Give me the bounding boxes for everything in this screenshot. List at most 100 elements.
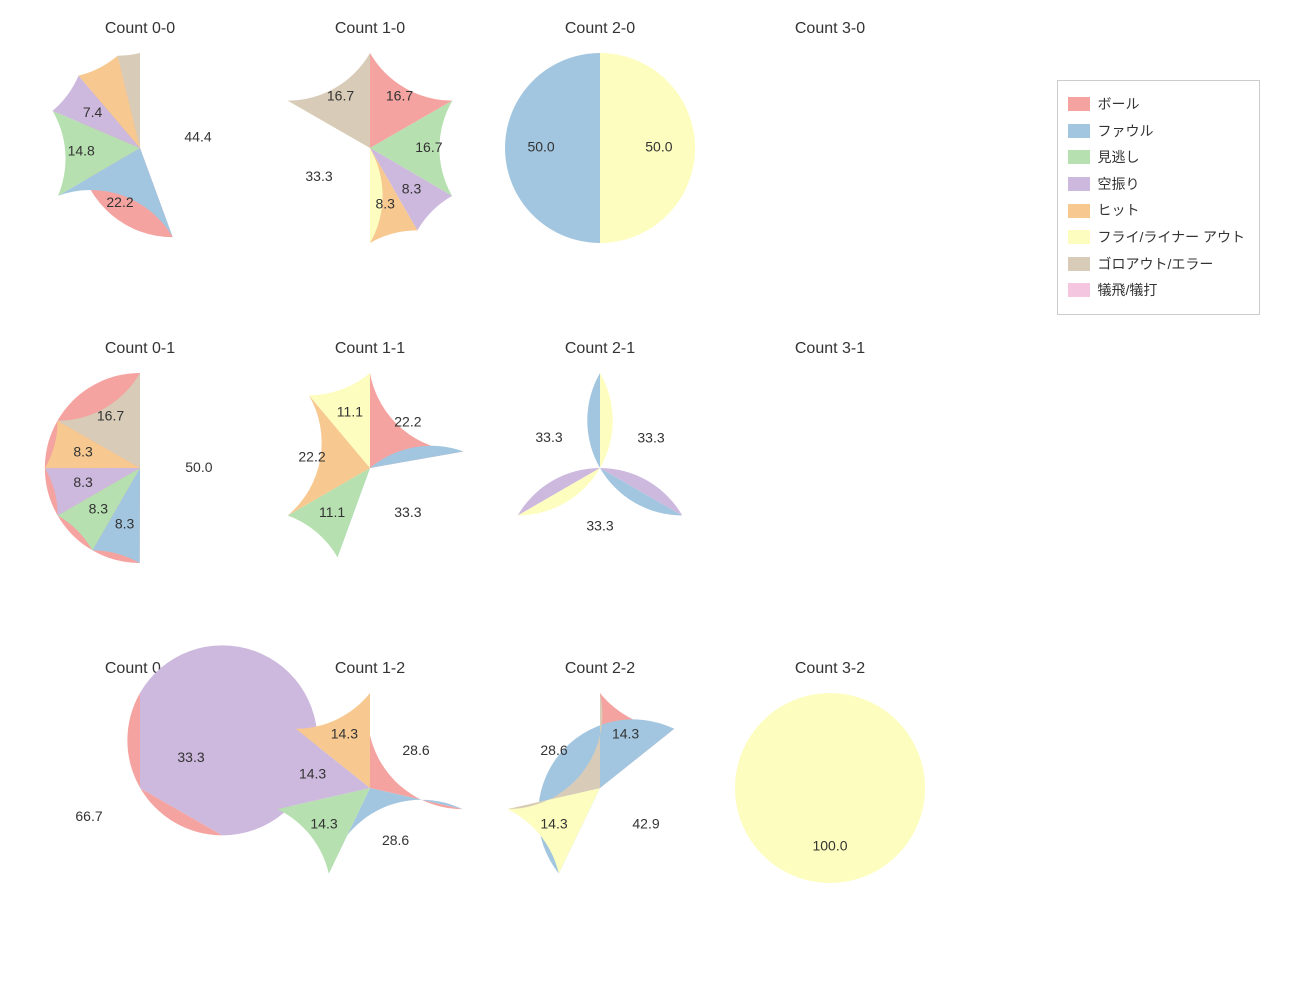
legend-label: フライ/ライナー アウト (1098, 224, 1246, 251)
legend: ボールファウル見逃し空振りヒットフライ/ライナー アウトゴロアウト/エラー犠飛/… (1057, 80, 1261, 315)
chart-title: Count 1-0 (335, 20, 405, 38)
legend-item: 空振り (1068, 171, 1246, 198)
legend-label: ファウル (1098, 118, 1154, 145)
slice-label: 33.3 (586, 518, 613, 534)
slice-label: 33.3 (535, 429, 562, 445)
slice-label: 33.3 (394, 504, 421, 520)
chart-title: Count 1-2 (335, 660, 405, 678)
legend-swatch (1068, 97, 1090, 111)
slice-label: 28.6 (402, 742, 429, 758)
slice-label: 50.0 (645, 139, 672, 155)
legend-label: ヒット (1098, 197, 1140, 224)
pie-cell: Count 0-1 50.0 8.3 8.3 8.3 8.3 16.7 (30, 340, 250, 640)
legend-item: ヒット (1068, 197, 1246, 224)
chart-title: Count 2-1 (565, 340, 635, 358)
slice-label: 22.2 (106, 194, 133, 210)
slice-label: 100.0 (812, 838, 847, 854)
pie-chart: 28.6 28.6 14.3 14.3 14.3 (270, 688, 470, 888)
legend-label: 見逃し (1098, 144, 1140, 171)
legend-item: 犠飛/犠打 (1068, 277, 1246, 304)
legend-label: 犠飛/犠打 (1098, 277, 1158, 304)
slice-label: 8.3 (73, 474, 93, 490)
pie-chart: 22.2 33.3 11.1 22.2 11.1 (270, 368, 470, 568)
chart-title: Count 1-1 (335, 340, 405, 358)
slice-label: 16.7 (327, 88, 354, 104)
chart-title: Count 3-1 (795, 340, 865, 358)
legend-item: ファウル (1068, 118, 1246, 145)
slice-label: 42.9 (632, 815, 659, 831)
pie-slice (735, 693, 925, 883)
slice-label: 22.2 (394, 414, 421, 430)
chart-title: Count 2-0 (565, 20, 635, 38)
pie-cell: Count 3-2 100.0 (720, 660, 940, 960)
slice-label: 14.3 (299, 766, 326, 782)
pie-chart: 33.3 66.7 (40, 688, 240, 888)
slice-label: 28.6 (382, 832, 409, 848)
legend-item: ゴロアウト/エラー (1068, 251, 1246, 278)
slice-label: 16.7 (415, 139, 442, 155)
pie-cell: Count 2-0 50.0 50.0 (490, 20, 710, 320)
slice-label: 11.1 (319, 504, 345, 520)
chart-title: Count 0-0 (105, 20, 175, 38)
legend-item: ボール (1068, 91, 1246, 118)
slice-label: 44.4 (184, 128, 211, 144)
slice-label: 7.4 (83, 104, 103, 120)
pie-cell: Count 3-0 (720, 20, 940, 320)
slice-label: 16.7 (386, 88, 413, 104)
legend-label: 空振り (1098, 171, 1140, 198)
chart-title: Count 2-2 (565, 660, 635, 678)
chart-canvas: Count 0-044.422.214.87.4Count 1-016.716.… (0, 0, 1300, 1000)
legend-swatch (1068, 204, 1090, 218)
slice-label: 8.3 (115, 516, 135, 532)
legend-swatch (1068, 257, 1090, 271)
slice-label: 8.3 (89, 500, 109, 516)
slice-label: 14.3 (612, 726, 639, 742)
pie-chart: 50.0 8.3 8.3 8.3 8.3 16.7 (40, 368, 240, 568)
slice-label: 8.3 (73, 444, 93, 460)
slice-label: 66.7 (75, 808, 102, 824)
slice-label: 33.3 (637, 429, 664, 445)
slice-label: 22.2 (298, 449, 325, 465)
slice-label: 50.0 (527, 139, 554, 155)
pie-chart (730, 368, 930, 568)
legend-item: 見逃し (1068, 144, 1246, 171)
pie-chart: 50.0 50.0 (500, 48, 700, 248)
slice-label: 14.3 (310, 815, 337, 831)
pie-cell: Count 3-1 (720, 340, 940, 640)
slice-label: 14.3 (540, 815, 567, 831)
slice-label: 33.3 (305, 168, 332, 184)
legend-swatch (1068, 283, 1090, 297)
chart-title: Count 0-1 (105, 340, 175, 358)
legend-label: ボール (1098, 91, 1140, 118)
slice-label: 28.6 (540, 742, 567, 758)
pie-chart: 44.4 22.2 14.8 7.4 (40, 48, 240, 248)
slice-label: 33.3 (177, 749, 204, 765)
pie-cell: Count 1-1 22.2 33.3 11.1 22.2 11.1 (260, 340, 480, 640)
slice-label: 11.1 (337, 403, 363, 419)
legend-swatch (1068, 150, 1090, 164)
pie-chart: 16.7 16.7 8.3 8.3 33.3 16.7 (270, 48, 470, 248)
pie-chart: 14.3 42.9 14.3 28.6 (500, 688, 700, 888)
slice-label: 14.3 (331, 726, 358, 742)
legend-swatch (1068, 124, 1090, 138)
pie-cell: Count 2-2 14.3 42.9 14.3 28.6 (490, 660, 710, 960)
slice-label: 8.3 (375, 196, 395, 212)
pie-cell: Count 0-0 44.4 22.2 14.8 7.4 (30, 20, 250, 320)
pie-cell: Count 0-233.366.7 (30, 660, 250, 960)
chart-title: Count 3-0 (795, 20, 865, 38)
pie-chart (730, 48, 930, 248)
chart-title: Count 3-2 (795, 660, 865, 678)
pie-cell: Count 2-1 33.3 33.3 33.3 (490, 340, 710, 640)
pie-chart: 33.3 33.3 33.3 (500, 368, 700, 568)
slice-label: 16.7 (97, 408, 124, 424)
pie-cell: Count 1-2 28.6 28.6 14.3 14.3 14.3 (260, 660, 480, 960)
slice-label: 14.8 (68, 142, 95, 158)
legend-swatch (1068, 177, 1090, 191)
legend-swatch (1068, 230, 1090, 244)
legend-label: ゴロアウト/エラー (1098, 251, 1214, 278)
legend-item: フライ/ライナー アウト (1068, 224, 1246, 251)
pie-grid: Count 0-044.422.214.87.4Count 1-016.716.… (30, 20, 940, 960)
slice-label: 50.0 (185, 459, 212, 475)
slice-label: 8.3 (402, 181, 422, 197)
pie-chart: 100.0 (730, 688, 930, 888)
